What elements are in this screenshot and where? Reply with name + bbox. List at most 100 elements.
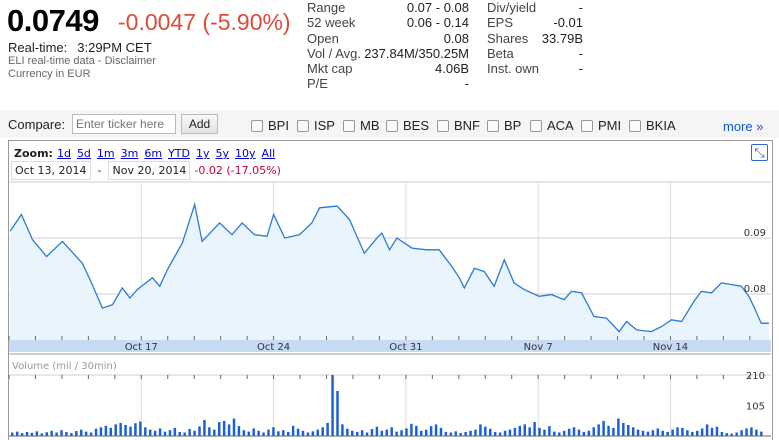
volume-bar [582, 431, 586, 436]
stat-value: 0.08 [443, 30, 469, 46]
volume-bar [696, 430, 699, 436]
stat-row: Div/yield - [487, 0, 583, 15]
last-price: 0.0749 [7, 3, 99, 38]
volume-bar [208, 427, 211, 436]
volume-bar [459, 433, 462, 436]
data-source[interactable]: ELI real-time data - Disclaimer [8, 55, 156, 67]
zoom-1y[interactable]: 1y [196, 147, 210, 160]
ticker-label: ISP [314, 118, 335, 133]
volume-bar [20, 433, 24, 436]
checkbox[interactable] [581, 119, 593, 132]
zoom-1m[interactable]: 1m [96, 147, 115, 160]
volume-bar [410, 423, 413, 436]
volume-bar [355, 431, 359, 436]
stat-label: Shares [487, 30, 529, 46]
volume-bar [434, 424, 438, 436]
volume-bar [203, 420, 206, 436]
compare-checkbox-bpi[interactable]: BPI [251, 118, 289, 133]
volume-bar [321, 427, 324, 436]
checkbox[interactable] [487, 119, 499, 132]
quote-time: 3:29PM CET [77, 40, 152, 55]
checkbox[interactable] [297, 119, 309, 132]
compare-checkbox-aca[interactable]: ACA [530, 118, 574, 133]
compare-checkbox-mb[interactable]: MB [343, 118, 380, 133]
volume-bar [70, 433, 73, 436]
stat-row: Beta - [487, 46, 583, 61]
volume-bar [617, 418, 620, 436]
ticker-label: MB [360, 118, 380, 133]
volume-bar [705, 424, 709, 436]
volume-bar [193, 430, 196, 436]
checkbox[interactable] [530, 119, 542, 132]
volume-bar [686, 430, 689, 436]
volume-bar [291, 425, 295, 436]
zoom-all[interactable]: All [261, 147, 276, 160]
stat-value: - [578, 0, 583, 15]
zoom-6m[interactable]: 6m [144, 147, 163, 160]
stat-label: Inst. own [487, 61, 540, 77]
zoom-5d[interactable]: 5d [76, 147, 91, 160]
checkbox[interactable] [251, 119, 263, 132]
stat-value: - [464, 76, 469, 92]
volume-bar [651, 430, 655, 436]
volume-bar [420, 430, 423, 436]
volume-bar [641, 430, 645, 436]
stat-value: 237.84M/350.25M [364, 45, 469, 61]
volume-bar [217, 422, 221, 436]
zoom-1d[interactable]: 1d [56, 147, 71, 160]
zoom-5y[interactable]: 5y [215, 147, 230, 160]
volume-bar [760, 431, 763, 436]
add-button[interactable]: Add [181, 114, 218, 134]
chart-panel: Zoom: 1d 5d 1m 3m 6m YTD 1y 5y 10y All Oct 13, 201… [8, 140, 773, 440]
volume-bar [252, 428, 255, 436]
compare-checkbox-bnf[interactable]: BNF [437, 118, 480, 133]
realtime-label: Real-time: [8, 40, 68, 55]
compare-checkbox-bes[interactable]: BES [386, 118, 429, 133]
stat-value: 4.06B [435, 61, 469, 77]
volume-bar [237, 426, 241, 436]
volume-bar [622, 422, 625, 436]
compare-checkbox-bp[interactable]: BP [487, 118, 521, 133]
to-date[interactable]: Nov 20, 2014 [108, 161, 191, 180]
volume-bar [700, 428, 704, 436]
expand-icon[interactable]: ⤡ [751, 144, 768, 161]
stat-label: Beta [487, 45, 514, 61]
volume-bar [242, 430, 246, 436]
volume-bar [400, 430, 403, 436]
volume-bar [567, 428, 571, 436]
date-range: Oct 13, 2014 - Nov 20, 2014 -0.02 (-17.0… [11, 161, 281, 180]
compare-checkbox-pmi[interactable]: PMI [581, 118, 621, 133]
ticker-label: BKIA [646, 118, 676, 133]
compare-checkbox-isp[interactable]: ISP [297, 118, 335, 133]
stat-value: - [578, 45, 583, 61]
stat-row: 52 week 0.06 - 0.14 [307, 15, 469, 30]
volume-bar [188, 429, 191, 436]
more-link[interactable]: more » [723, 119, 764, 134]
checkbox[interactable] [437, 119, 449, 132]
from-date[interactable]: Oct 13, 2014 [11, 161, 91, 180]
x-tick-label: Nov 14 [653, 342, 688, 353]
checkbox[interactable] [629, 119, 641, 132]
checkbox[interactable] [386, 119, 398, 132]
volume-tick-label: 105 [746, 402, 765, 413]
volume-label: Volume (mil / 30min) [12, 361, 117, 372]
stat-row: Range 0.07 - 0.08 [307, 0, 469, 15]
ticker-input[interactable] [72, 114, 176, 134]
zoom-10y[interactable]: 10y [235, 147, 256, 160]
compare-checkbox-bkia[interactable]: BKIA [629, 118, 676, 133]
volume-bar [301, 430, 305, 436]
stats-left: Range 0.07 - 0.08 52 week 0.06 - 0.14 Open 0.… [307, 0, 469, 92]
volume-bar [316, 429, 320, 436]
volume-bar [730, 433, 733, 436]
volume-bar [548, 426, 551, 436]
checkbox[interactable] [343, 119, 355, 132]
volume-bar [543, 429, 546, 436]
zoom-3m[interactable]: 3m [120, 147, 139, 160]
volume-bar [286, 431, 290, 436]
volume-bar [306, 432, 310, 436]
zoom-ytd[interactable]: YTD [168, 147, 190, 160]
volume-bar [385, 429, 388, 436]
volume-bar [222, 420, 226, 436]
volume-bar [523, 424, 526, 436]
